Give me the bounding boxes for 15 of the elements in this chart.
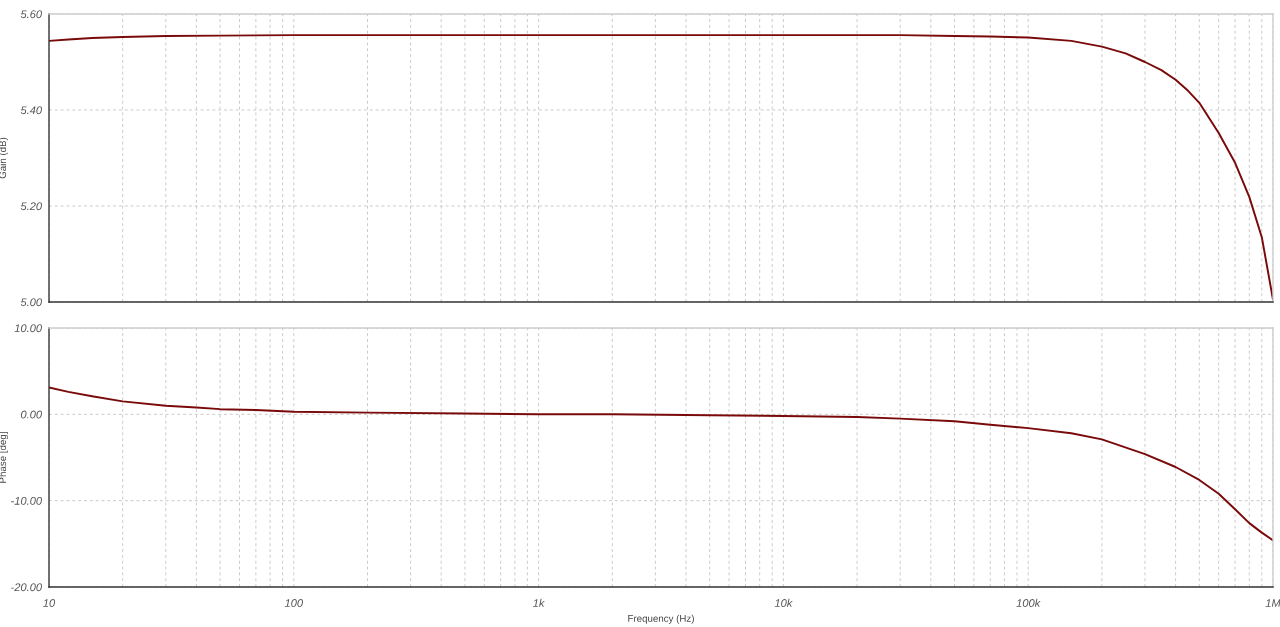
x-tick-label: 10k: [774, 598, 793, 607]
x-axis-title: Frequency (Hz): [628, 614, 694, 624]
x-tick-label: 1M: [1265, 599, 1280, 607]
y-tick-label: 5.00: [20, 298, 42, 307]
x-tick-label: 1k: [533, 598, 545, 607]
y-tick-label: 0.00: [20, 410, 42, 419]
x-tick-label: 100k: [1016, 598, 1041, 607]
y-tick-label: 5.60: [20, 10, 42, 19]
y-tick-label: 10.00: [14, 324, 42, 333]
y-tick-label: -20.00: [11, 583, 42, 592]
y-tick-label: 5.20: [20, 202, 42, 211]
x-tick-label: 10: [43, 599, 56, 607]
x-tick-label: 100: [284, 599, 303, 607]
y-tick-label: 5.40: [20, 106, 42, 115]
y-tick-label: -10.00: [11, 496, 42, 505]
